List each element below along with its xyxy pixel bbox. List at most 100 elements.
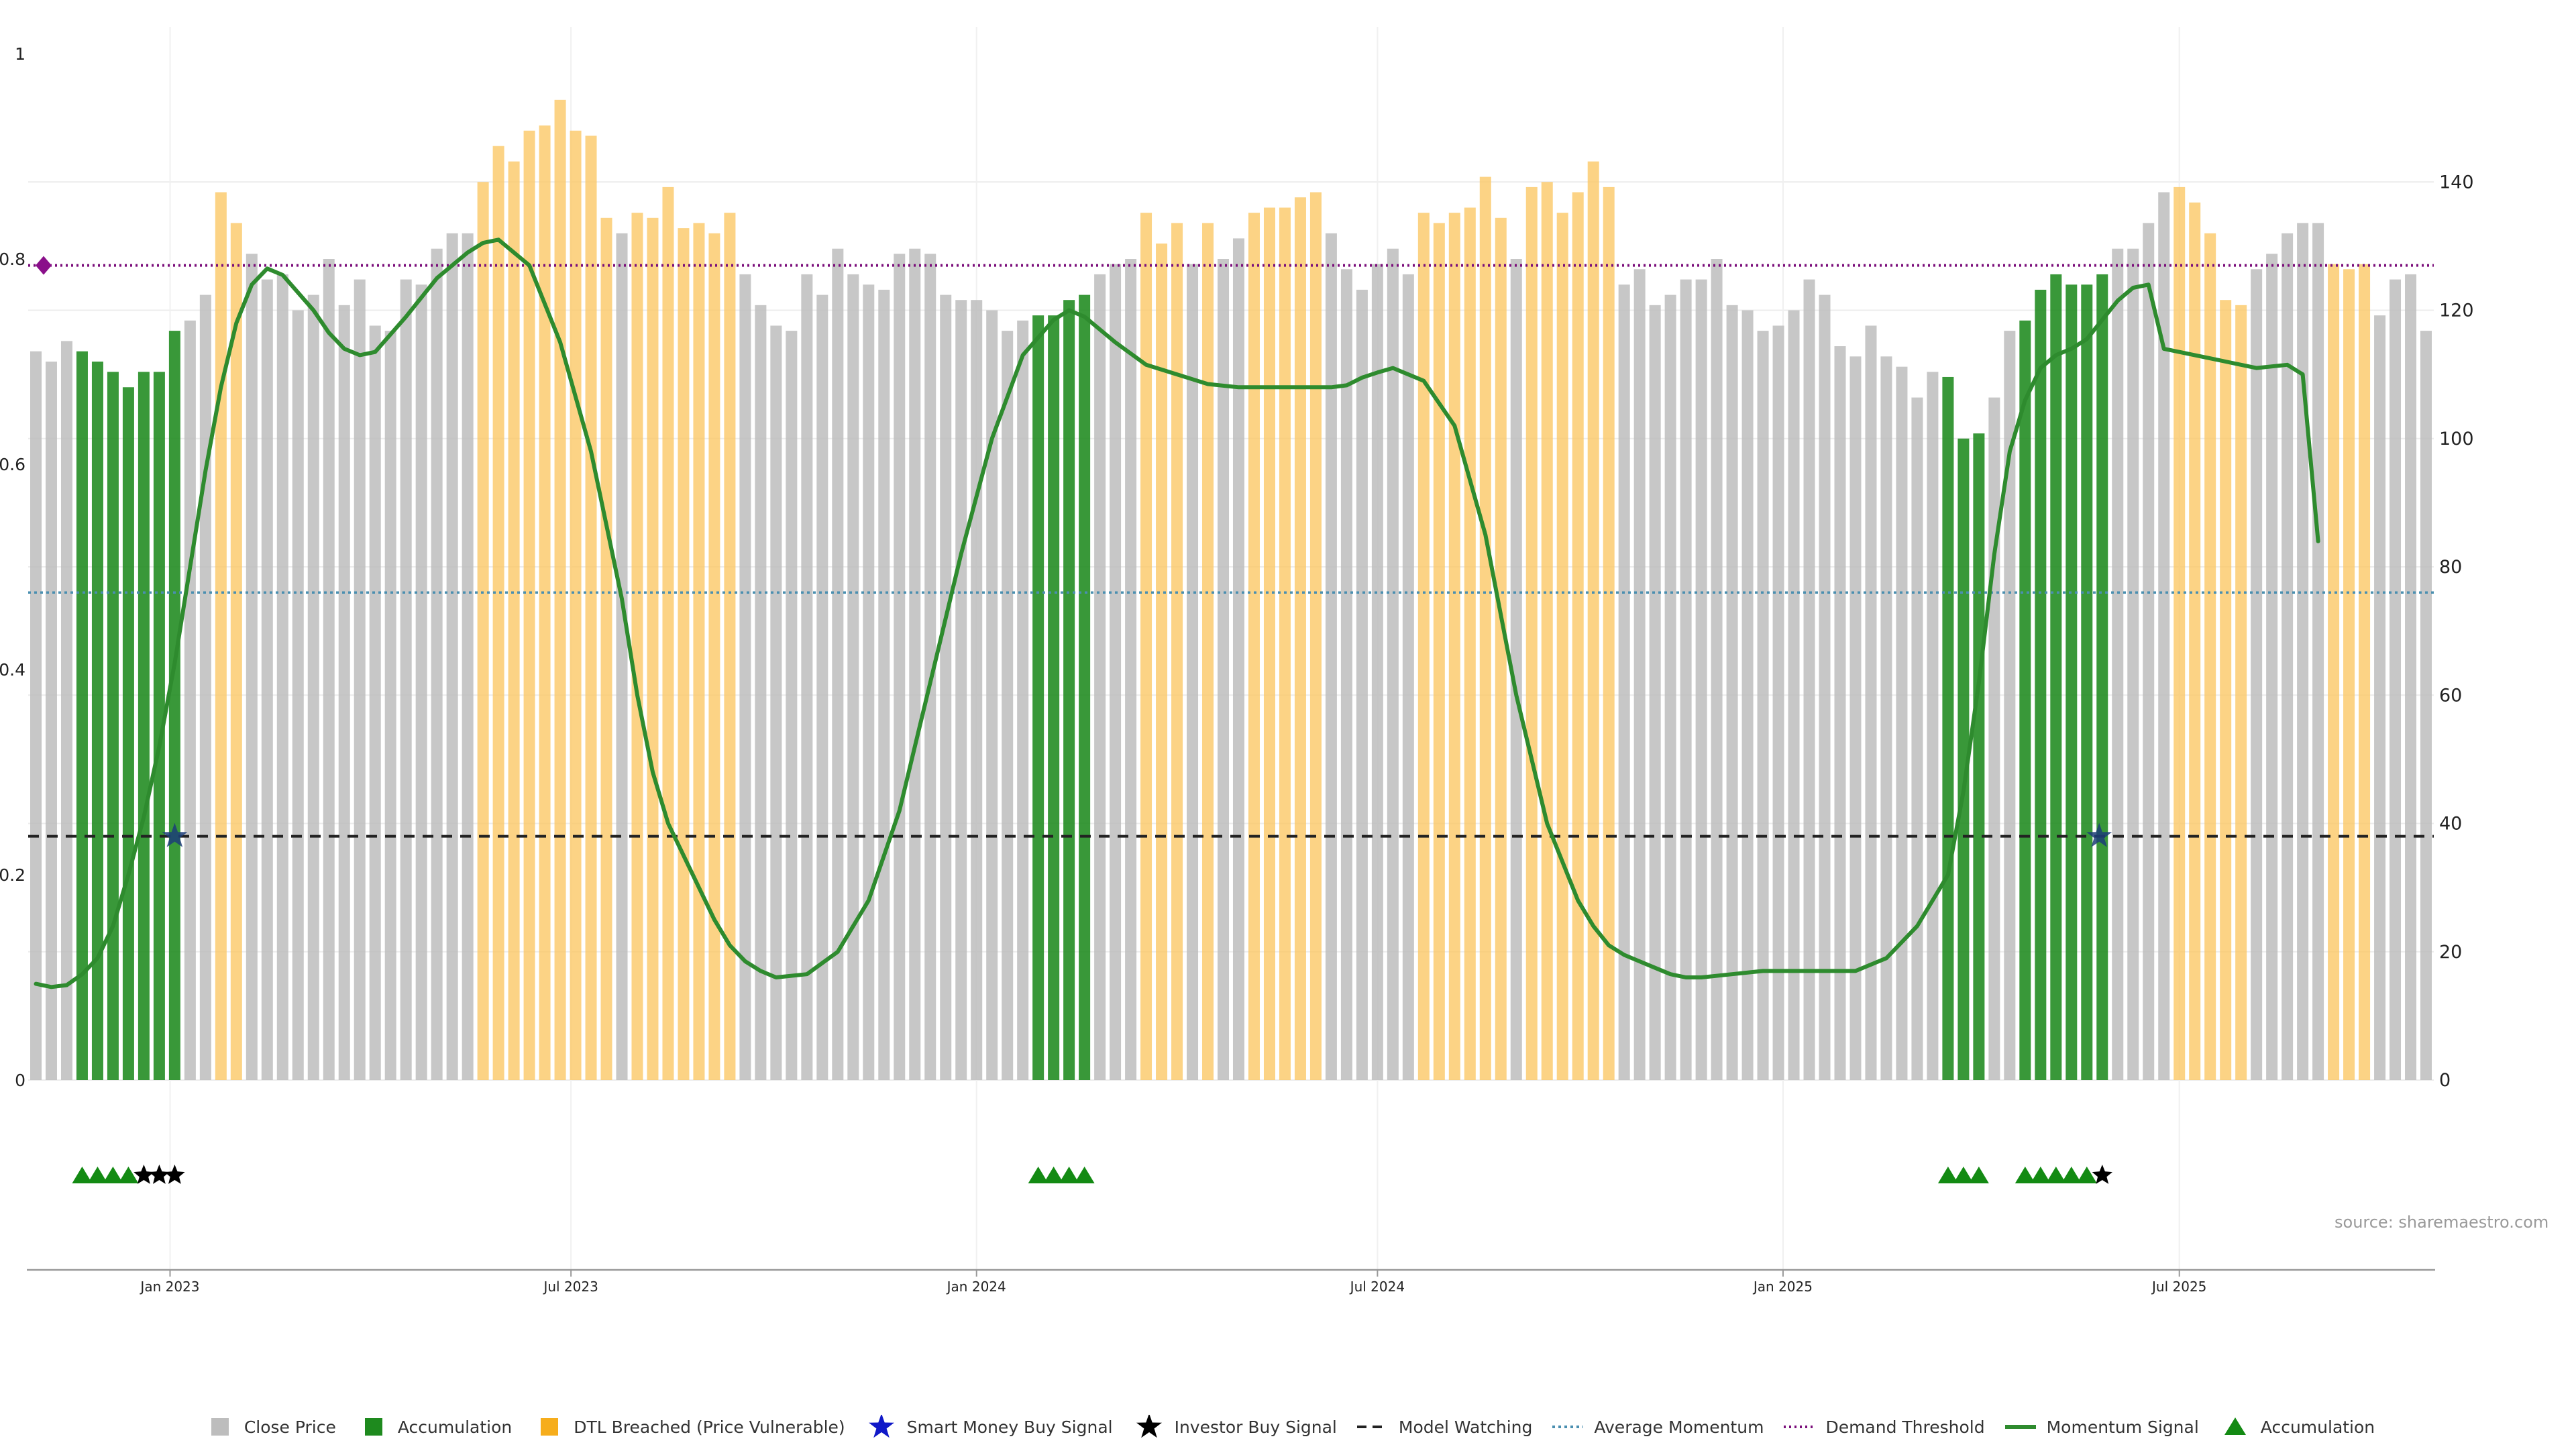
bar-close-price <box>199 294 211 1080</box>
investor-buy-signal <box>133 1165 154 1184</box>
investor-buy-signal <box>164 1165 185 1184</box>
bar-close-price <box>2312 223 2324 1081</box>
legend-item-investor: Investor Buy Signal <box>1132 1415 1337 1439</box>
bar-dtl-breached <box>1279 207 1291 1080</box>
bar-close-price <box>1680 279 1692 1081</box>
legend-label: Accumulation <box>2260 1417 2375 1437</box>
x-tick-label: Jan 2024 <box>946 1279 1006 1295</box>
bar-close-price <box>30 351 42 1081</box>
bar-close-price <box>307 294 319 1080</box>
legend-label: Investor Buy Signal <box>1174 1417 1337 1437</box>
x-tick-label: Jul 2025 <box>2151 1279 2206 1295</box>
accumulation-marker <box>1028 1167 1049 1183</box>
bar-close-price <box>816 294 828 1080</box>
bar-dtl-breached <box>2328 264 2340 1080</box>
legend-swatch <box>1551 1415 1585 1439</box>
x-tick-label: Jul 2023 <box>542 1279 598 1295</box>
bar-close-price <box>2374 315 2386 1080</box>
bar-close-price <box>60 341 72 1080</box>
smart-money-buy-signal <box>2086 822 2112 847</box>
bar-close-price <box>292 310 304 1080</box>
legend-swatch <box>1356 1415 1389 1439</box>
x-tick-label: Jan 2023 <box>139 1279 199 1295</box>
bar-close-price <box>1618 284 1630 1080</box>
bar-dtl-breached <box>508 161 520 1080</box>
bar-close-price <box>909 248 921 1081</box>
bar-series <box>30 99 2432 1081</box>
bar-accumulation <box>2096 274 2108 1081</box>
bar-close-price <box>1880 356 1892 1080</box>
accumulation-marker <box>87 1167 108 1183</box>
chart: Jan 2023 Jul 2023 Jan 2024 Jul 2024 Jan 2025… <box>0 27 2474 1295</box>
bar-accumulation <box>2050 274 2062 1081</box>
bar-accumulation <box>76 351 88 1081</box>
bar-close-price <box>2282 233 2294 1080</box>
bar-dtl-breached <box>708 233 720 1080</box>
bar-dtl-breached <box>215 192 227 1080</box>
bar-close-price <box>863 284 875 1080</box>
bar-accumulation <box>1973 433 1985 1080</box>
bar-close-price <box>1218 259 1230 1080</box>
bar-close-price <box>832 248 844 1081</box>
accumulation-marker <box>2061 1167 2082 1183</box>
bar-close-price <box>446 233 458 1080</box>
momentum-signal-line <box>34 237 2320 989</box>
bar-accumulation <box>107 372 119 1080</box>
bar-close-price <box>1402 274 1414 1081</box>
bar-dtl-breached <box>1156 244 1168 1080</box>
legend-swatch <box>2004 1415 2037 1439</box>
right-tick-label: 140 <box>2439 172 2474 193</box>
bar-close-price <box>1017 320 1029 1080</box>
bar-close-price <box>1356 289 1368 1080</box>
right-tick-label: 80 <box>2439 557 2462 578</box>
bar-dtl-breached <box>2359 264 2371 1080</box>
bar-dtl-breached <box>724 213 736 1080</box>
legend-item-dtl: DTL Breached (Price Vulnerable) <box>531 1415 845 1439</box>
bar-dtl-breached <box>2174 186 2186 1080</box>
bar-accumulation <box>1079 294 1091 1080</box>
bar-dtl-breached <box>1433 223 1445 1081</box>
bar-accumulation <box>122 387 134 1080</box>
investor-buy-signal <box>149 1165 170 1184</box>
bar-close-price <box>354 279 366 1081</box>
right-tick-label: 0 <box>2439 1070 2451 1091</box>
legend-swatch <box>531 1415 564 1439</box>
bar-dtl-breached <box>1525 186 1538 1080</box>
bar-accumulation <box>1032 315 1044 1080</box>
accumulation-marker <box>118 1167 139 1183</box>
accumulation-marker <box>2076 1167 2097 1183</box>
bar-close-price <box>1757 331 1769 1081</box>
bar-dtl-breached <box>600 217 612 1080</box>
bar-close-price <box>1726 305 1738 1081</box>
smart-money-buy-signal <box>162 822 188 847</box>
bar-close-price <box>1865 325 1877 1081</box>
bar-close-price <box>1510 259 1522 1080</box>
bar-close-price <box>2143 223 2155 1081</box>
legend-swatch <box>1782 1415 1816 1439</box>
bar-dtl-breached <box>1248 213 1260 1080</box>
bar-close-price <box>400 279 412 1081</box>
bar-close-price <box>986 310 998 1080</box>
bar-close-price <box>924 254 936 1081</box>
bar-close-price <box>2004 331 2016 1081</box>
legend-label: Close Price <box>244 1417 336 1437</box>
bar-close-price <box>369 325 381 1081</box>
left-tick-label: 0.4 <box>0 660 25 680</box>
legend-swatch <box>2218 1415 2251 1439</box>
legend-item-accumulation: Accumulation <box>355 1415 512 1439</box>
bar-close-price <box>2297 223 2309 1081</box>
investor-buy-signal <box>2092 1165 2112 1184</box>
legend-item-average-momentum: Average Momentum <box>1551 1415 1764 1439</box>
bar-close-price <box>2266 254 2278 1081</box>
bar-close-price <box>261 279 273 1081</box>
bar-close-price <box>415 284 427 1080</box>
bar-accumulation <box>91 362 103 1080</box>
bar-close-price <box>2390 279 2402 1081</box>
bar-dtl-breached <box>1448 213 1460 1080</box>
legend-item-momentum: Momentum Signal <box>2004 1415 2199 1439</box>
bar-close-price <box>431 248 443 1081</box>
bar-dtl-breached <box>570 130 582 1080</box>
bar-close-price <box>2251 269 2263 1080</box>
accumulation-marker <box>1968 1167 1989 1183</box>
bar-dtl-breached <box>1294 197 1306 1081</box>
